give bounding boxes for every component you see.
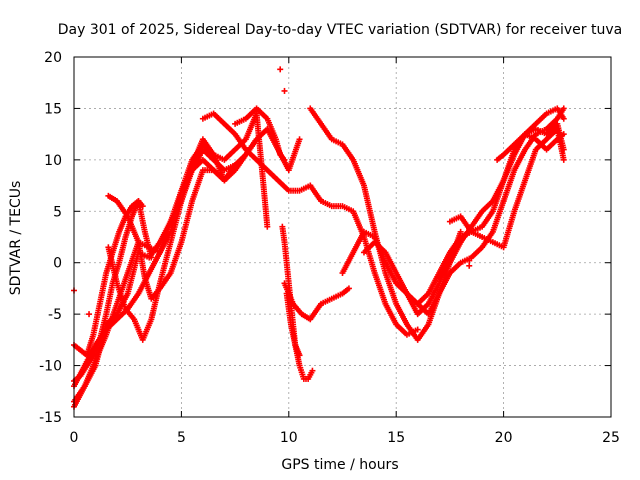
x-tick-label: 5	[177, 430, 186, 446]
x-tick-label: 0	[70, 430, 79, 446]
data-point	[560, 105, 567, 112]
y-axis-ticks: -15 -10 -5 0 5 10 15 20	[39, 50, 611, 426]
y-tick-label: 15	[44, 101, 62, 117]
data-point	[232, 162, 239, 168]
gridlines	[74, 57, 611, 417]
data-point	[466, 262, 473, 269]
data-point	[560, 156, 567, 163]
y-tick-label: 0	[53, 256, 62, 272]
data-points	[71, 66, 567, 410]
data-point	[560, 131, 567, 138]
y-tick-label: 5	[53, 204, 62, 220]
y-tick-label: 20	[44, 50, 62, 66]
data-point	[264, 223, 271, 230]
data-point	[414, 326, 421, 333]
x-tick-label: 25	[602, 430, 620, 446]
data-point	[457, 228, 464, 235]
x-axis-label: GPS time / hours	[281, 457, 398, 473]
data-point	[296, 136, 303, 143]
data-point	[281, 87, 288, 94]
chart-title: Day 301 of 2025, Sidereal Day-to-day VTE…	[58, 22, 622, 38]
data-point	[296, 352, 303, 359]
y-tick-label: -15	[39, 410, 62, 426]
x-tick-label: 20	[495, 430, 513, 446]
x-tick-label: 10	[280, 430, 298, 446]
data-point	[277, 66, 284, 73]
plot-frame	[73, 56, 612, 418]
y-tick-label: -10	[39, 359, 62, 375]
data-point	[466, 257, 473, 264]
data-point	[253, 136, 260, 143]
data-point	[86, 311, 93, 318]
data-point	[148, 254, 155, 261]
data-point	[560, 115, 567, 122]
data-point	[309, 367, 316, 374]
data-point	[345, 285, 352, 292]
x-axis-ticks: 0 5 10 15 20 25	[70, 57, 620, 446]
y-axis-label: SDTVAR / TECUs	[8, 181, 24, 296]
x-tick-label: 15	[387, 430, 405, 446]
y-tick-label: -5	[48, 307, 62, 323]
data-point	[281, 156, 288, 163]
y-tick-label: 10	[44, 153, 62, 169]
